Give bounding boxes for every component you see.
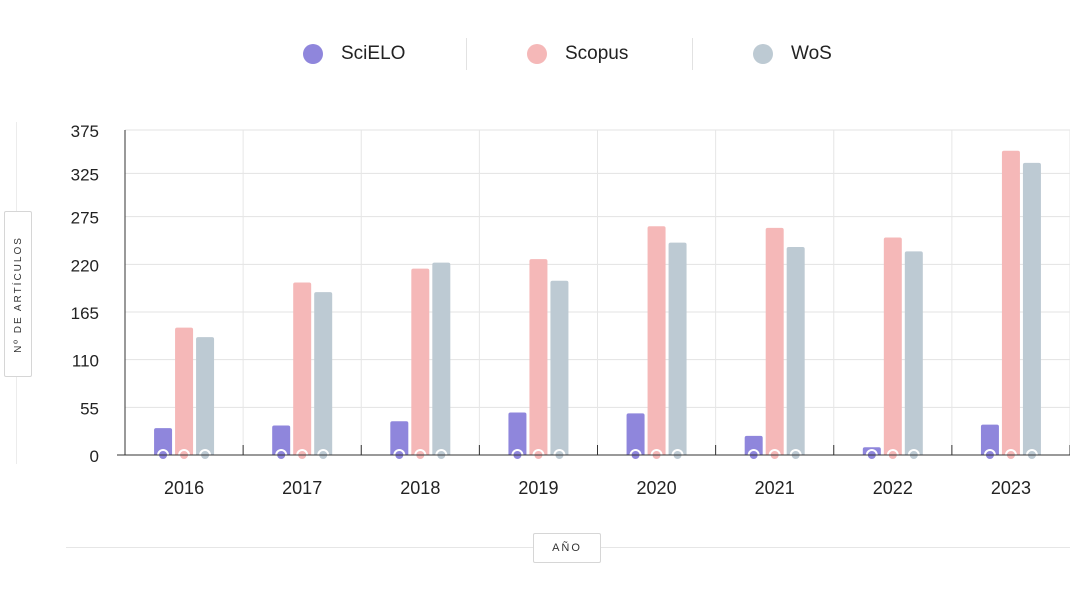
legend-item-scielo: SciELO: [303, 36, 405, 72]
bar-scopus-2021: [765, 227, 784, 455]
x-tick-label: 2016: [164, 478, 204, 498]
legend-separator: [466, 38, 467, 70]
legend-item-wos: WoS: [753, 36, 832, 72]
y-tick-label: 55: [80, 399, 99, 418]
bar-wos-2022: [904, 251, 923, 455]
x-axis-title-box: AÑO: [533, 533, 601, 563]
y-tick-label: 110: [72, 352, 99, 371]
bar-scielo-2023: [980, 424, 999, 455]
legend-label-wos: WoS: [791, 43, 832, 64]
x-tick-label: 2018: [400, 478, 440, 498]
chart-legend: SciELO Scopus WoS: [0, 36, 1070, 72]
x-tick-label: 2019: [518, 478, 558, 498]
y-tick-label: 275: [71, 209, 99, 228]
legend-label-scopus: Scopus: [565, 43, 629, 64]
legend-label-scielo: SciELO: [341, 43, 406, 64]
bar-wos-2019: [550, 280, 569, 455]
bar-wos-2016: [196, 337, 215, 455]
x-tick-label: 2022: [873, 478, 913, 498]
bar-scopus-2023: [1001, 150, 1020, 456]
legend-swatch-scielo: [303, 44, 323, 64]
bar-scopus-2020: [647, 226, 666, 455]
x-tick-label: 2020: [637, 478, 677, 498]
bar-wos-2018: [432, 262, 451, 455]
bar-scopus-2019: [529, 259, 548, 455]
bar-scielo-2017: [272, 425, 291, 455]
legend-swatch-scopus: [527, 44, 547, 64]
y-tick-label: 165: [71, 304, 99, 323]
bar-scopus-2016: [175, 327, 194, 455]
x-tick-label: 2023: [991, 478, 1031, 498]
x-tick-label: 2017: [282, 478, 322, 498]
chart-grid: [124, 129, 1070, 456]
bar-scopus-2018: [411, 268, 430, 455]
y-tick-label: 375: [71, 122, 99, 141]
bar-wos-2017: [314, 292, 333, 455]
chart-axes: 0 55 110 165 220 275 325 375 2016 2017 2018 2019 202…: [71, 122, 1070, 498]
bar-wos-2020: [668, 242, 687, 455]
bar-scielo-2018: [390, 421, 409, 455]
legend-item-scopus: Scopus: [527, 36, 628, 72]
bar-scielo-2021: [744, 435, 763, 455]
y-tick-label: 220: [71, 256, 99, 275]
bar-scielo-2020: [626, 413, 645, 455]
bar-scielo-2016: [154, 428, 173, 455]
bar-scielo-2019: [508, 412, 527, 455]
y-tick-label: 0: [90, 447, 99, 466]
x-axis-title: AÑO: [552, 542, 582, 554]
x-tick-label: 2021: [755, 478, 795, 498]
bar-scopus-2017: [293, 282, 312, 455]
bar-wos-2021: [786, 247, 805, 455]
y-axis-title-box: Nº DE ARTÍCULOS: [4, 211, 32, 377]
y-axis-title: Nº DE ARTÍCULOS: [12, 235, 24, 353]
bar-scopus-2022: [883, 237, 902, 455]
legend-swatch-wos: [753, 44, 773, 64]
y-tick-label: 325: [71, 165, 99, 184]
bar-wos-2023: [1022, 162, 1041, 455]
legend-separator: [692, 38, 693, 70]
